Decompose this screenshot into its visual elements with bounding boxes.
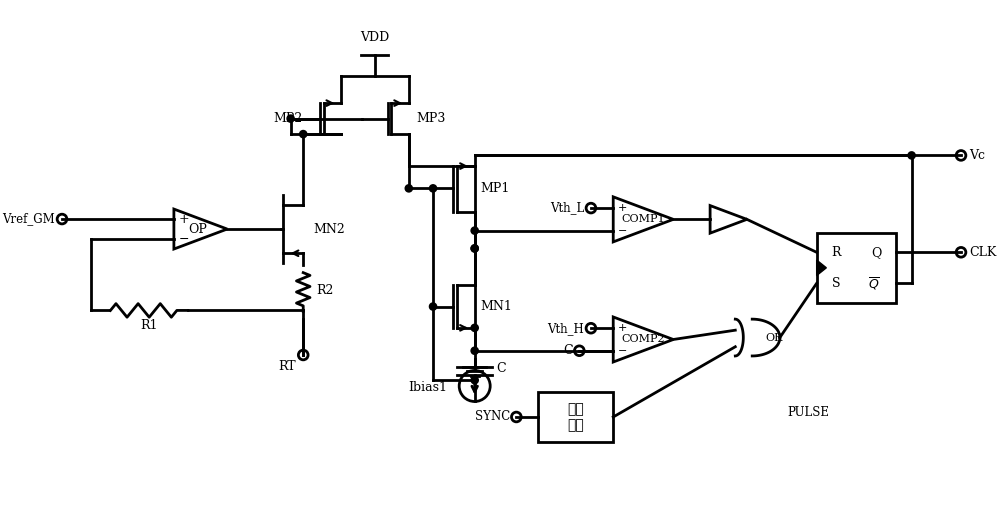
Circle shape (430, 304, 436, 310)
Text: Vth_L: Vth_L (550, 201, 584, 214)
Text: −: − (178, 233, 189, 245)
Text: R1: R1 (140, 320, 158, 333)
Circle shape (406, 186, 412, 191)
Text: C: C (496, 362, 506, 375)
Text: VDD: VDD (360, 31, 390, 44)
Text: +: + (618, 323, 628, 333)
Circle shape (288, 116, 294, 121)
Bar (817, 233, 896, 303)
Text: SYNC: SYNC (475, 411, 511, 424)
Text: COMP2: COMP2 (621, 335, 665, 345)
Text: RT: RT (278, 360, 295, 373)
Text: −: − (618, 346, 628, 356)
Text: MP1: MP1 (481, 182, 510, 195)
Text: R: R (832, 246, 841, 259)
Text: Vref_GM: Vref_GM (2, 212, 55, 225)
Circle shape (472, 228, 478, 234)
Text: PULSE: PULSE (788, 406, 830, 418)
Text: Ibias1: Ibias1 (409, 381, 448, 394)
Text: 同步: 同步 (567, 402, 584, 416)
Polygon shape (817, 260, 826, 276)
Text: MN1: MN1 (481, 300, 512, 313)
Text: +: + (618, 203, 628, 213)
Text: +: + (178, 212, 189, 225)
Circle shape (472, 245, 478, 252)
Text: OR: OR (765, 333, 783, 343)
Circle shape (472, 348, 478, 354)
Text: 电路: 电路 (567, 418, 584, 432)
Circle shape (472, 325, 478, 331)
Circle shape (472, 377, 478, 383)
Bar (538, 392, 613, 442)
Text: MN2: MN2 (313, 223, 345, 235)
Text: Q: Q (871, 246, 881, 259)
Text: $\overline{Q}$: $\overline{Q}$ (868, 275, 880, 291)
Circle shape (909, 153, 915, 158)
Circle shape (300, 131, 306, 137)
Text: MP3: MP3 (417, 112, 446, 125)
Text: C: C (563, 344, 573, 357)
Text: R2: R2 (316, 283, 333, 297)
Circle shape (430, 186, 436, 191)
Text: MP2: MP2 (273, 112, 302, 125)
Text: COMP1: COMP1 (621, 214, 665, 224)
Text: S: S (832, 277, 841, 290)
Circle shape (472, 245, 478, 252)
Text: OP: OP (188, 223, 207, 235)
Text: CLK: CLK (969, 246, 996, 259)
Text: Vth_H: Vth_H (547, 322, 584, 335)
Text: −: − (618, 225, 628, 236)
Text: Vc: Vc (969, 149, 985, 162)
